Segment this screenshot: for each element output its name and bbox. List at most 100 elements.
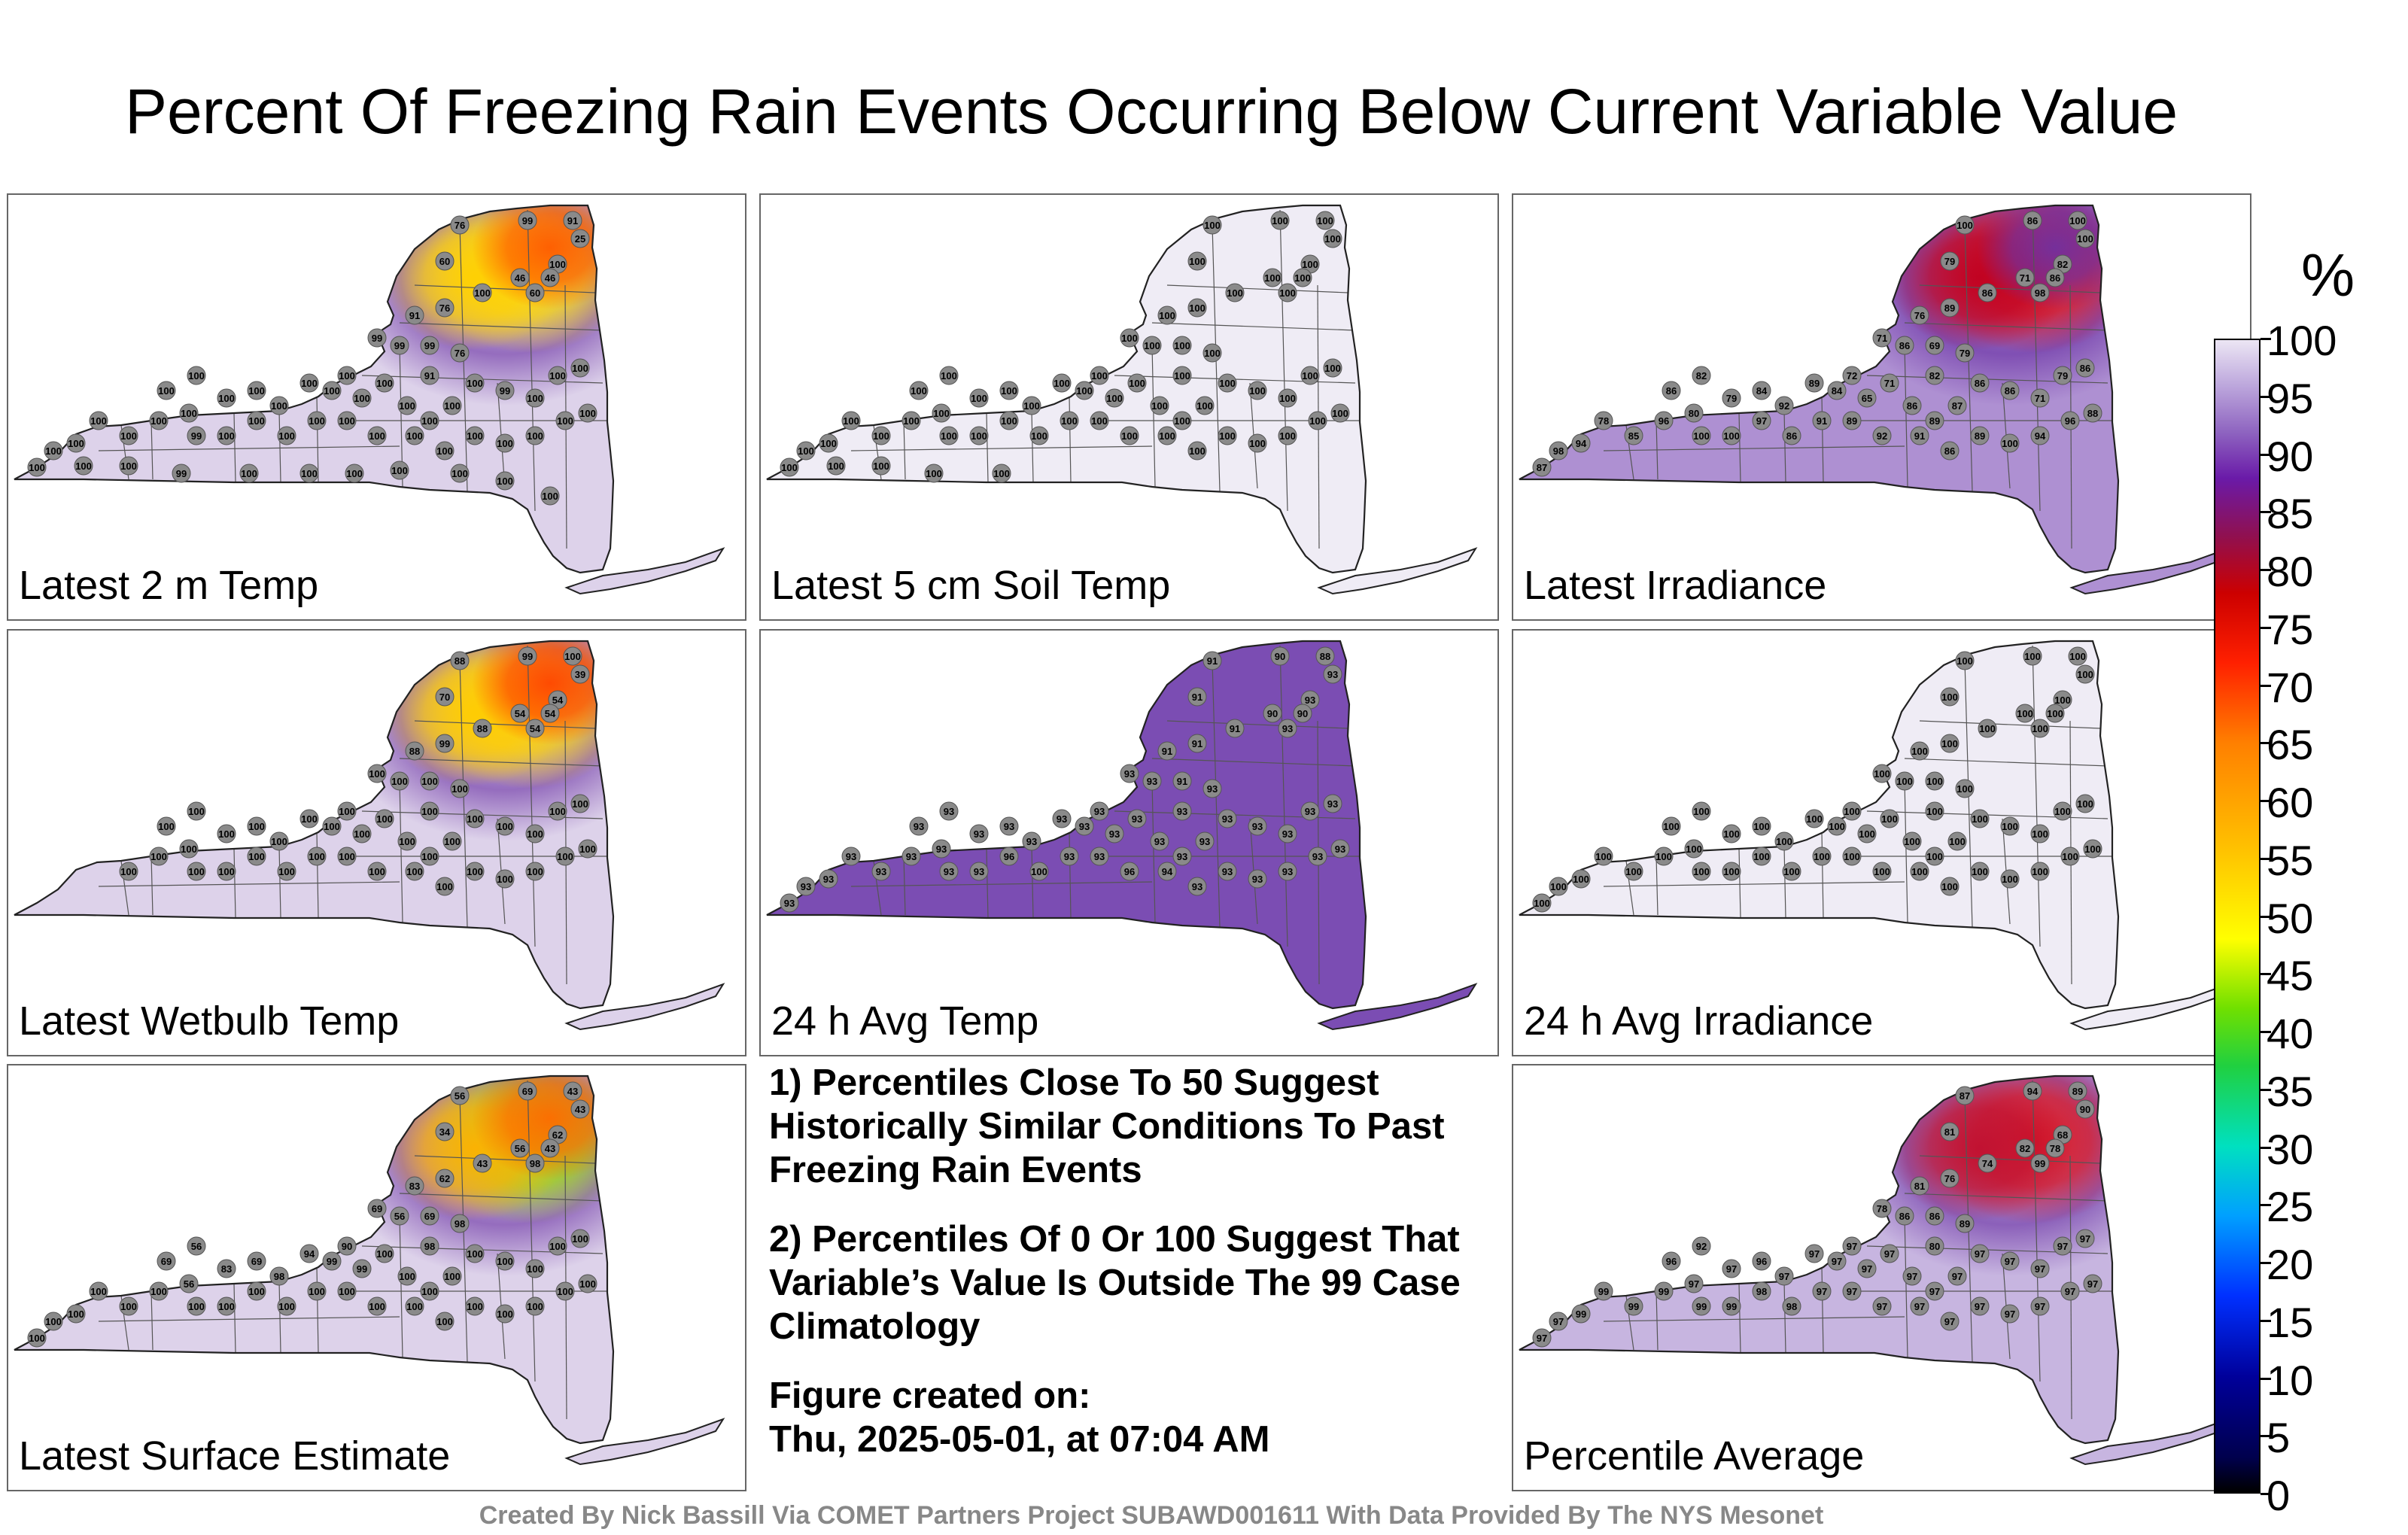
station-dot <box>2030 1296 2050 1316</box>
station-marker: 100 <box>1684 839 1704 859</box>
station-marker: 100 <box>1752 816 1771 836</box>
station-marker: 85 <box>1624 426 1643 445</box>
station-dot <box>66 1304 86 1324</box>
station-value: 93 <box>1026 836 1037 847</box>
colorbar-tick-mark <box>2261 1031 2271 1033</box>
station-marker: 100 <box>578 839 597 859</box>
station-value: 100 <box>1783 866 1800 877</box>
station-value: 76 <box>455 348 465 359</box>
station-value: 100 <box>1949 836 1966 847</box>
station-marker: 81 <box>1940 1122 1960 1141</box>
station-marker: 39 <box>570 664 590 684</box>
station-dot <box>1308 411 1327 430</box>
station-value: 92 <box>1696 1241 1707 1252</box>
station-value: 97 <box>2057 1241 2068 1252</box>
station-marker: 100 <box>1722 862 1741 881</box>
station-marker: 100 <box>1842 847 1862 866</box>
colorbar-tick-label: 30 <box>2267 1125 2314 1173</box>
station-marker: 100 <box>1029 426 1049 445</box>
station-marker: 100 <box>405 426 424 445</box>
station-value: 93 <box>1327 798 1338 810</box>
station-value: 97 <box>1877 1301 1887 1312</box>
station-value: 100 <box>339 370 355 381</box>
station-value: 97 <box>1884 1248 1895 1260</box>
station-dot <box>149 411 169 430</box>
station-value: 82 <box>1929 370 1940 381</box>
long-island-fill <box>2072 984 2228 1029</box>
station-dot <box>405 1176 424 1196</box>
station-marker: 100 <box>269 831 289 851</box>
station-marker: 100 <box>44 441 63 460</box>
station-dot <box>780 457 799 477</box>
station-dot <box>2075 358 2095 378</box>
station-value: 100 <box>406 866 423 877</box>
station-marker: 100 <box>1278 283 1297 302</box>
station-dot <box>939 426 959 445</box>
station-marker: 100 <box>149 847 169 866</box>
station-dot <box>540 268 560 287</box>
station-marker: 100 <box>1925 847 1944 866</box>
station-marker: 100 <box>525 1296 545 1316</box>
station-value: 97 <box>1929 1286 1940 1297</box>
state-outline <box>766 204 1367 574</box>
station-marker: 100 <box>1857 824 1877 843</box>
station-dot <box>1142 336 1162 355</box>
station-value: 100 <box>391 465 408 476</box>
station-dot <box>247 1281 266 1301</box>
station-value: 100 <box>421 806 438 817</box>
station-marker: 93 <box>1172 847 1192 866</box>
station-marker: 100 <box>901 411 921 430</box>
station-dot <box>1532 457 1552 477</box>
station-dot <box>548 366 567 385</box>
station-dot <box>1594 847 1613 866</box>
station-value: 91 <box>1192 692 1202 703</box>
station-value: 100 <box>873 460 889 472</box>
station-marker: 89 <box>1804 373 1824 393</box>
station-value: 54 <box>552 695 564 706</box>
station-value: 93 <box>1124 768 1135 780</box>
station-dot <box>1594 411 1613 430</box>
station-value: 83 <box>409 1181 420 1192</box>
station-dot <box>1218 809 1237 828</box>
station-marker: 46 <box>510 268 530 287</box>
station-marker: 100 <box>352 388 372 408</box>
station-dot <box>1248 816 1267 836</box>
station-value: 69 <box>372 1203 382 1214</box>
station-marker: 100 <box>1330 403 1350 423</box>
station-marker: 100 <box>495 1304 515 1324</box>
station-marker: 100 <box>1872 862 1892 881</box>
station-marker: 100 <box>1202 343 1222 363</box>
station-dot <box>89 1281 108 1301</box>
station-marker: 100 <box>247 411 266 430</box>
station-dot <box>1052 809 1072 828</box>
station-dot <box>217 824 236 843</box>
station-marker: 100 <box>420 801 439 821</box>
colorbar-tick-label: 55 <box>2267 836 2314 884</box>
ny-map: 91 90 88 93 91 93 90 90 93 91 91 91 93 91 93 93 93 93 93 93… <box>766 640 1478 1031</box>
station-marker: 86 <box>1895 1206 1914 1226</box>
station-value: 100 <box>497 1256 513 1267</box>
station-dot <box>909 381 929 400</box>
station-dot <box>1782 426 1801 445</box>
station-marker: 93 <box>999 816 1019 836</box>
station-value: 100 <box>369 768 385 780</box>
station-marker: 100 <box>2053 801 2072 821</box>
station-dot <box>540 486 560 506</box>
station-dot <box>405 305 424 325</box>
station-dot <box>548 801 567 821</box>
station-value: 100 <box>1031 430 1047 442</box>
station-value: 89 <box>1975 430 1985 442</box>
station-value: 81 <box>1914 1181 1925 1192</box>
station-marker: 25 <box>570 229 590 248</box>
station-marker: 100 <box>187 366 206 385</box>
station-dot <box>871 426 891 445</box>
station-dot <box>1278 426 1297 445</box>
station-value: 100 <box>527 828 543 840</box>
station-marker: 100 <box>157 381 176 400</box>
station-value: 100 <box>579 1278 596 1290</box>
station-marker: 79 <box>1955 343 1975 363</box>
station-marker: 100 <box>187 862 206 881</box>
station-dot <box>1925 1206 1944 1226</box>
map-panel-latest-irradiance: 100 86 100 100 79 82 71 86 98 86 89 76 86 69 79 82 71 82 8… <box>1512 193 2251 621</box>
station-value: 100 <box>1941 692 1958 703</box>
